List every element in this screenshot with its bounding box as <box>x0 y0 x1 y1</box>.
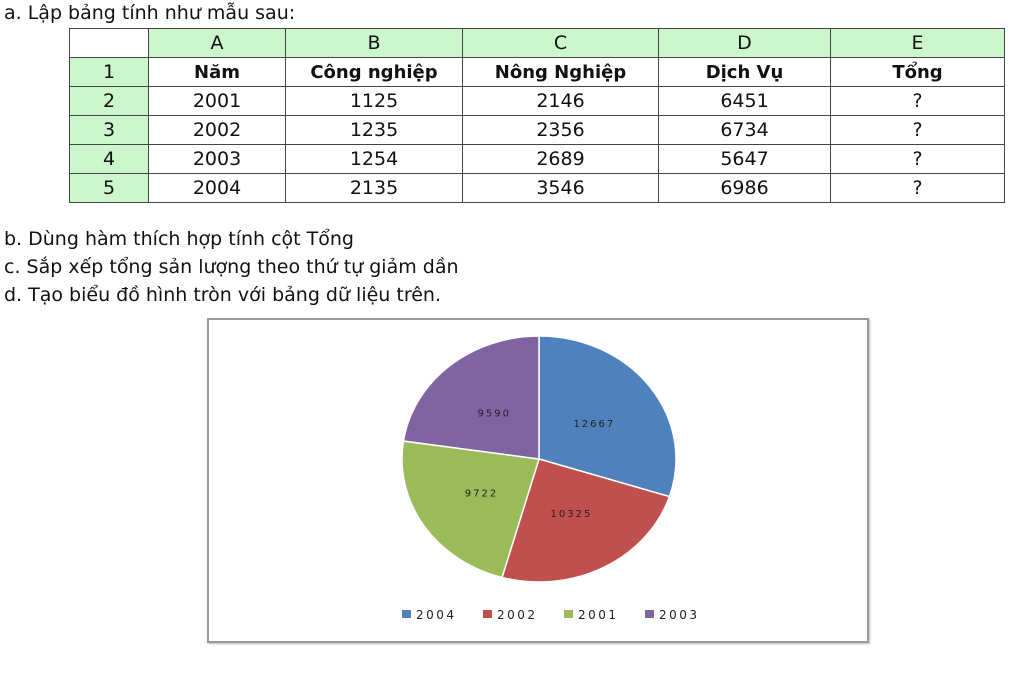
table-cell: 2356 <box>462 115 659 145</box>
table-row: 5 2004 2135 3546 6986? <box>69 173 1005 203</box>
legend-label: 2003 <box>659 608 700 622</box>
table-cell: 2689 <box>462 144 659 174</box>
header-cell: Năm <box>148 57 286 87</box>
table-cell: 2002 <box>148 115 286 145</box>
row-number: 1 <box>69 57 149 87</box>
legend-label: 2004 <box>416 608 457 622</box>
table-row: 3 2002 1235 2356 6734? <box>69 115 1005 145</box>
column-letter: D <box>658 28 831 58</box>
table-cell: 6986 <box>658 173 831 203</box>
row-number: 2 <box>69 86 149 116</box>
table-cell: 5647 <box>658 144 831 174</box>
table-row: 2 2001 1125 2146 6451? <box>69 86 1005 116</box>
pie-slice-2002 <box>501 458 671 583</box>
data-label: 9590 <box>478 408 511 419</box>
pie-slice-2001 <box>401 440 540 579</box>
pie-chart: 12667 10325 9722 9590 2004 2002 2001 2003 <box>207 318 869 643</box>
legend-label: 2002 <box>497 608 538 622</box>
spreadsheet-table: A B C D E 1 Năm Công nghiệp Nông Nghiệp Dịch Vụ Tổ… <box>69 28 1005 203</box>
row-number: 4 <box>69 144 149 174</box>
pie-slice-2003 <box>402 335 540 460</box>
data-label: 10325 <box>551 509 593 520</box>
instruction-c: c. Sắp xếp tổng sản lượng theo thứ tự gi… <box>4 256 459 278</box>
instruction-b: b. Dùng hàm thích hợp tính cột Tổng <box>4 228 354 250</box>
legend-swatch-2001 <box>564 610 573 618</box>
corner-cell <box>69 28 149 58</box>
column-letter: A <box>148 28 286 58</box>
table-cell: 2001 <box>148 86 286 116</box>
table-cell: 2146 <box>462 86 659 116</box>
row-number: 5 <box>69 173 149 203</box>
legend-label: 2001 <box>578 608 619 622</box>
data-label: 9722 <box>465 488 498 499</box>
table-cell: 1254 <box>285 144 463 174</box>
header-cell: Dịch Vụ <box>658 57 831 87</box>
column-letter: B <box>285 28 463 58</box>
legend-swatch-2002 <box>483 610 492 618</box>
column-letter: E <box>830 28 1005 58</box>
table-cell: 2135 <box>285 173 463 203</box>
table-row: 1 Năm Công nghiệp Nông Nghiệp Dịch Vụ Tổng <box>69 57 1005 87</box>
legend-swatch-2004 <box>402 610 411 618</box>
pie-slice-2004 <box>538 335 677 498</box>
header-cell: Nông Nghiệp <box>462 57 659 87</box>
table-cell: 2004 <box>148 173 286 203</box>
table-cell: 3546 <box>462 173 659 203</box>
table-cell: ? <box>830 115 1005 145</box>
table-cell: 1235 <box>285 115 463 145</box>
table-cell: ? <box>830 173 1005 203</box>
header-cell: Tổng <box>830 57 1005 87</box>
instruction-d: d. Tạo biểu đồ hình tròn với bảng dữ liệ… <box>4 284 441 306</box>
data-label: 12667 <box>573 419 615 430</box>
row-number: 3 <box>69 115 149 145</box>
pie-chart-svg: 12667 10325 9722 9590 2004 2002 2001 2003 <box>401 335 700 622</box>
column-letter: C <box>462 28 659 58</box>
table-cell: 1125 <box>285 86 463 116</box>
header-cell: Công nghiệp <box>285 57 463 87</box>
table-cell: ? <box>830 144 1005 174</box>
legend-swatch-2003 <box>645 610 654 618</box>
table-cell: 6734 <box>658 115 831 145</box>
table-cell: ? <box>830 86 1005 116</box>
table-cell: 2003 <box>148 144 286 174</box>
table-row: 4 2003 1254 2689 5647? <box>69 144 1005 174</box>
table-cell: 6451 <box>658 86 831 116</box>
instruction-a: a. Lập bảng tính như mẫu sau: <box>4 2 296 24</box>
